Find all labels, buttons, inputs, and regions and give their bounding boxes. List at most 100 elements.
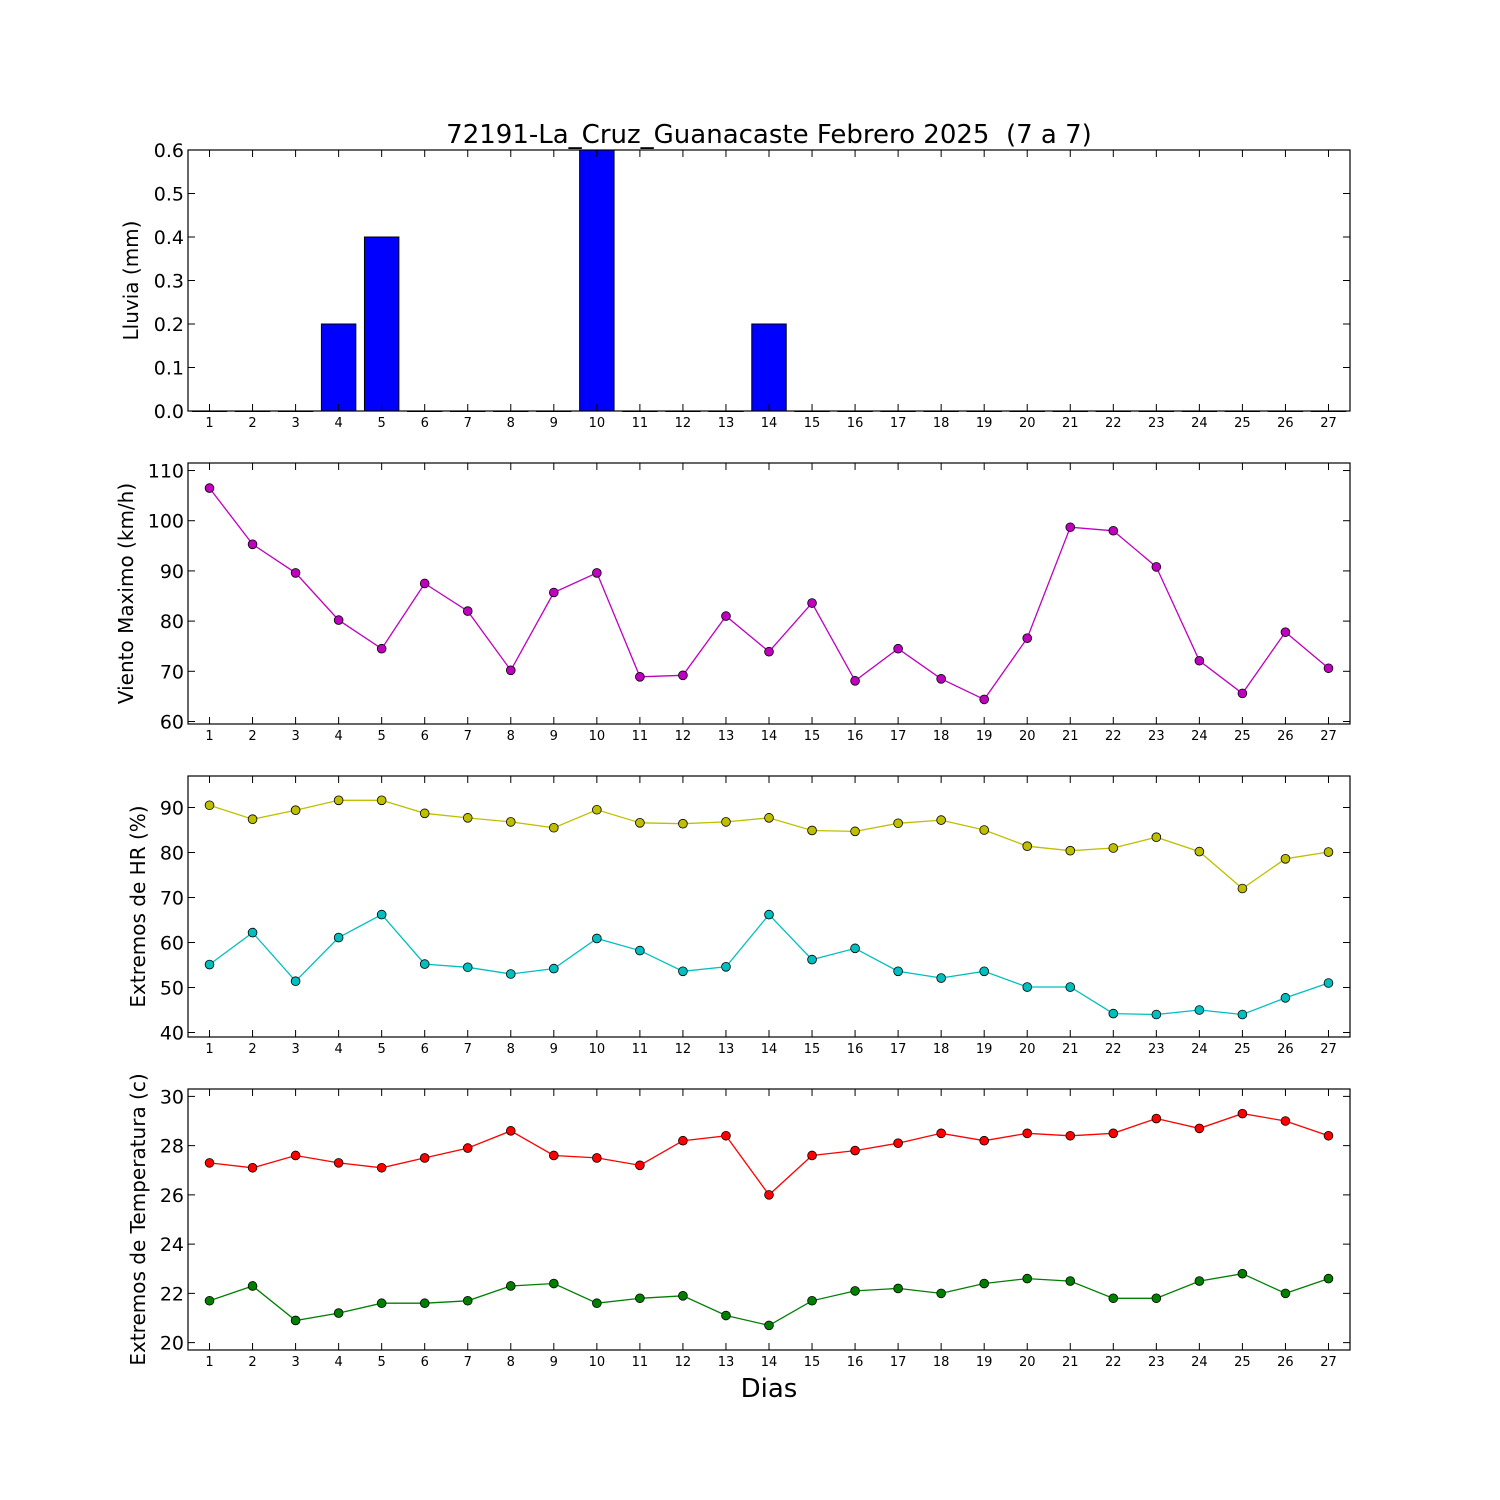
x-tick-label: 5	[378, 1042, 386, 1057]
humidity-series-1-point	[419, 808, 430, 819]
y-tick-label: 70	[160, 888, 184, 910]
x-tick-label: 16	[847, 1355, 864, 1370]
x-tick-label: 11	[632, 416, 649, 431]
humidity-series-2-point	[764, 909, 774, 920]
x-tick-label: 26	[1277, 729, 1294, 744]
temperature-series-1-point	[247, 1162, 258, 1173]
x-tick-label: 3	[291, 729, 299, 744]
temperature-series-1-point	[721, 1130, 731, 1141]
temperature-series-2-point	[1280, 1288, 1291, 1299]
temperature-series-2-point	[1151, 1293, 1162, 1304]
rain-bar	[579, 149, 615, 412]
temperature-series-1-point	[462, 1143, 473, 1153]
humidity-series-2-point	[1151, 1009, 1162, 1020]
x-tick-label: 19	[976, 729, 993, 744]
temperature-series-2-point	[721, 1310, 731, 1321]
x-tick-label: 14	[761, 416, 778, 431]
panels: 0.00.10.20.30.40.50.61 2 3 4 5 6 7 8 9 10 11 12 13 14…	[114, 140, 1351, 1370]
wind-series-1-point	[419, 578, 430, 589]
y-tick-label: 0.0	[154, 401, 184, 423]
wind-series-1-point	[204, 483, 215, 493]
x-tick-label: 8	[507, 729, 515, 744]
humidity-series-2-point	[807, 954, 817, 965]
humidity-series-2-point	[1108, 1008, 1119, 1019]
wind-series-1-point	[893, 643, 903, 654]
wind-series-1-point	[1280, 627, 1291, 637]
temperature-series-1-point	[376, 1162, 387, 1173]
temperature-series-2-point	[290, 1315, 301, 1326]
humidity-series-1-point	[721, 817, 731, 827]
temperature-series-2-point	[1022, 1273, 1033, 1284]
x-tick-label: 5	[378, 729, 386, 744]
x-tick-label: 22	[1105, 1355, 1122, 1370]
x-tick-label: 18	[933, 1042, 950, 1057]
x-tick-label: 11	[632, 1355, 649, 1370]
humidity-series-2-point	[505, 969, 516, 979]
temperature-series-2-point	[462, 1295, 473, 1306]
x-axis-label: Dias	[741, 1374, 798, 1404]
temperature-series-1-point	[549, 1150, 559, 1161]
x-tick-label: 3	[291, 1355, 299, 1370]
humidity-series-2-point	[850, 943, 860, 954]
humidity-series-1-point	[850, 826, 860, 837]
x-tick-label: 23	[1148, 1355, 1165, 1370]
x-tick-label: 14	[761, 1355, 778, 1370]
y-tick-label: 50	[160, 978, 184, 1000]
wind-series-1-point	[1065, 522, 1076, 533]
wind-series-1-point	[721, 611, 731, 621]
humidity-series-2-point	[979, 966, 989, 977]
wind-series-1-point	[1323, 663, 1334, 674]
temperature-series-1-point	[1323, 1130, 1334, 1141]
temperature-series-1-point	[635, 1160, 645, 1171]
humidity-series-2-point	[462, 962, 473, 973]
wind-series-1-point	[678, 670, 688, 681]
temperature-series-1-point	[979, 1135, 989, 1146]
temperature-series-2-point	[1237, 1268, 1248, 1279]
temperature-series-2-point	[592, 1298, 602, 1309]
y-tick-label: 22	[160, 1283, 184, 1305]
x-tick-label: 27	[1320, 729, 1337, 744]
x-tick-label: 19	[976, 1042, 993, 1057]
x-tick-label: 9	[550, 1042, 558, 1057]
humidity-series-1-point	[290, 805, 301, 815]
humidity-series-2-point	[936, 973, 946, 983]
x-tick-label: 4	[334, 416, 342, 431]
rain-bar	[363, 236, 400, 412]
temperature-series-2-point	[247, 1281, 258, 1291]
humidity-series-1-point	[1280, 853, 1291, 864]
x-tick-label: 19	[976, 416, 993, 431]
x-tick-label: 20	[1019, 1355, 1036, 1370]
x-tick-label: 8	[507, 1355, 515, 1370]
x-tick-label: 3	[291, 1042, 299, 1057]
y-tick-label: 0.6	[154, 140, 184, 162]
x-tick-label: 10	[589, 729, 606, 744]
y-tick-label: 40	[160, 1023, 184, 1045]
x-tick-label: 12	[675, 729, 692, 744]
temperature-series-1-point	[936, 1128, 946, 1139]
wind-series-1-point	[1022, 633, 1033, 643]
x-tick-label: 9	[550, 416, 558, 431]
x-tick-label: 8	[507, 416, 515, 431]
wind-series-1-point	[549, 587, 559, 598]
humidity-series-2-point	[333, 932, 344, 943]
x-tick-label: 2	[248, 729, 256, 744]
humidity-series-2-point	[290, 976, 301, 986]
y-tick-label: 80	[160, 611, 184, 633]
humidity-series-1-point	[1022, 841, 1033, 851]
humidity-series-1-point	[549, 822, 559, 833]
temperature-series-1-point	[505, 1126, 516, 1136]
temperature-series-2-point	[635, 1293, 645, 1304]
x-tick-label: 10	[589, 1355, 606, 1370]
wind-series-1-point	[764, 646, 774, 657]
y-tick-label: 60	[160, 711, 184, 733]
humidity-series-1-point	[462, 813, 473, 823]
wind-series-1-point	[376, 643, 387, 654]
y-tick-label: 60	[160, 933, 184, 955]
x-tick-label: 17	[890, 729, 907, 744]
humidity-series-1-point	[247, 814, 258, 824]
x-tick-label: 7	[464, 1042, 472, 1057]
temperature-y-axis-label: Extremos de Temperatura (c)	[126, 1073, 150, 1365]
temperature-series-1-point	[850, 1145, 860, 1156]
temperature-series-1-point	[1151, 1113, 1162, 1124]
